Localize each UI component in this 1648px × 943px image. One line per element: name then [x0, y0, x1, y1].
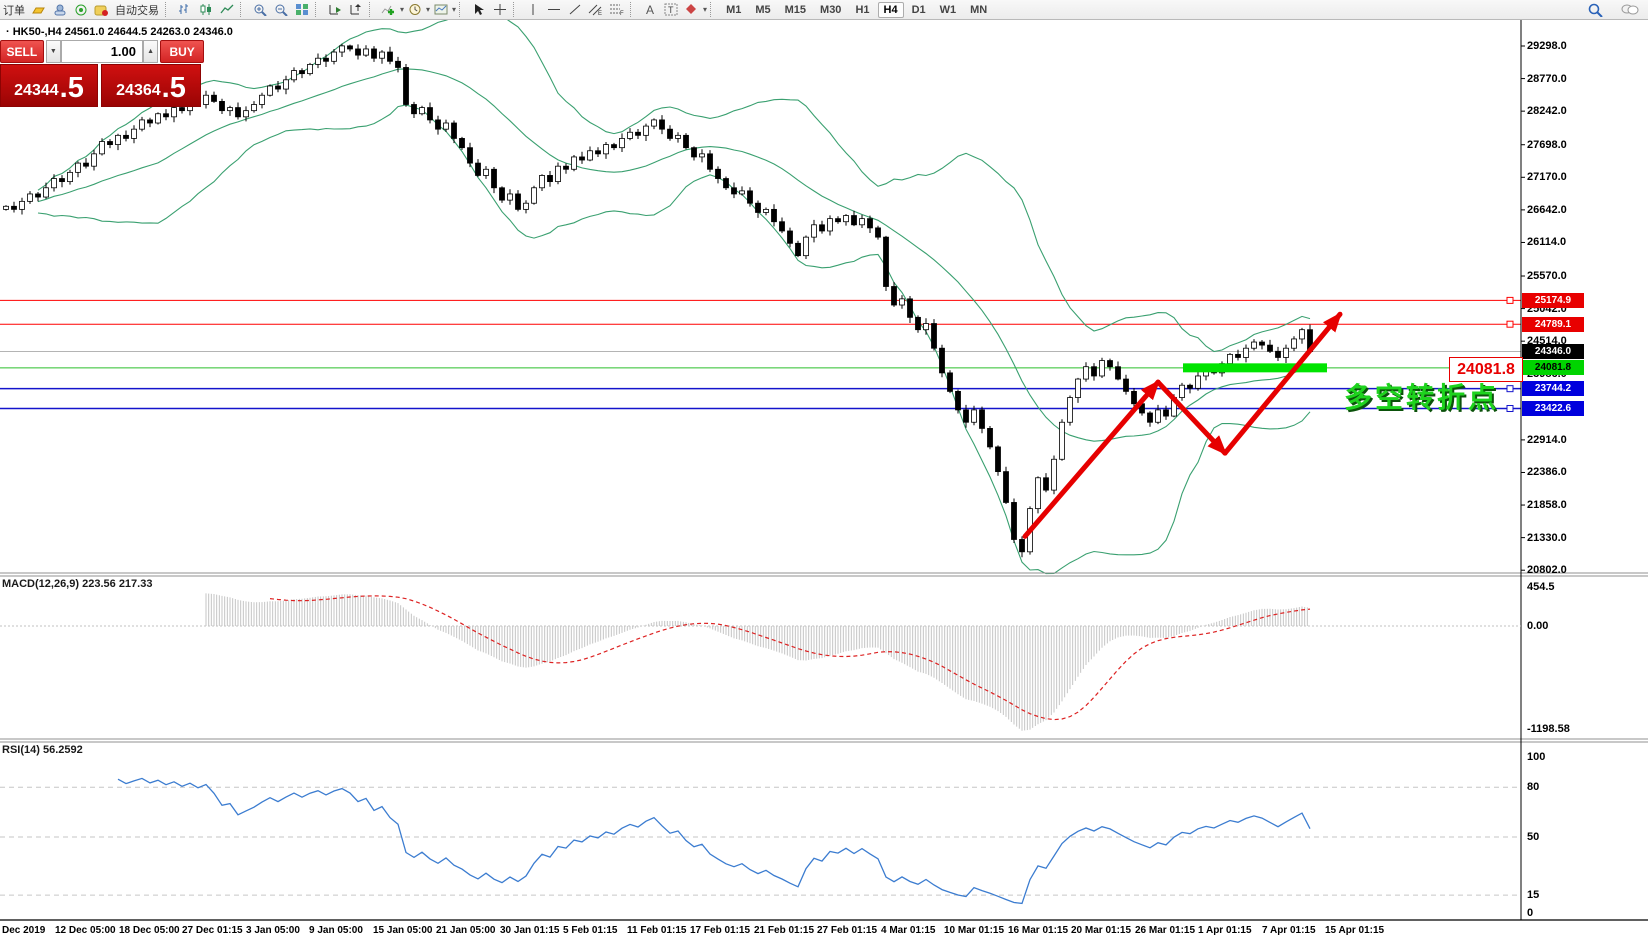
buy-button[interactable]: BUY — [160, 40, 205, 63]
turning-point-note[interactable]: 多空转折点 — [1344, 382, 1500, 413]
timeframe-button-W1[interactable]: W1 — [939, 3, 957, 16]
timeframe-button-M15[interactable]: M15 — [784, 3, 807, 16]
chat-icon[interactable] — [1620, 2, 1639, 18]
new-order-button[interactable]: 订单 — [3, 4, 25, 17]
ask-pips-digits: .5 — [161, 72, 186, 104]
svg-text:T: T — [668, 5, 674, 15]
arrows-tool-caret[interactable]: ▾ — [703, 5, 708, 14]
toolbar-separator — [710, 2, 716, 17]
timeframe-button-M30[interactable]: M30 — [820, 3, 842, 16]
timeframe-button-M1[interactable]: M1 — [726, 3, 742, 16]
template-icon[interactable] — [431, 2, 450, 18]
volume-increase-button[interactable]: ▲ — [143, 40, 159, 63]
crosshair-icon[interactable] — [490, 2, 509, 18]
add-indicator-icon[interactable] — [379, 2, 398, 18]
bar-chart-icon[interactable] — [175, 2, 194, 18]
price-tag-24081[interactable]: 24081.8 — [1449, 357, 1523, 382]
sell-button[interactable]: SELL — [0, 40, 44, 63]
trendline-tool-icon[interactable] — [565, 2, 584, 18]
timeframe-button-MN[interactable]: MN — [970, 3, 988, 16]
one-click-trade-panel: SELL ▼ 1.00 ▲ BUY 24344 .5 24364 .5 — [0, 40, 205, 107]
macd-label: MACD(12,26,9) 223.56 217.33 — [2, 578, 153, 590]
autotrade-icon[interactable] — [92, 2, 111, 18]
title-text: HK50-,H4 24561.0 24644.5 24263.0 24346.0 — [12, 26, 233, 38]
autotrade-button[interactable]: 自动交易 — [115, 4, 159, 17]
macd-signal-value: 217.33 — [118, 578, 153, 590]
rsi-value: 56.2592 — [42, 744, 83, 756]
toolbar-separator — [369, 2, 375, 17]
toolbar: 订单 自动交易 ▾ ▾ ▾ E F A T ▾ — [0, 0, 1648, 20]
toolbar-separator — [459, 2, 465, 17]
toolbar-separator — [513, 2, 519, 17]
toolbar-separator — [630, 2, 636, 17]
vertical-line-tool-icon[interactable] — [523, 2, 542, 18]
timeframe-button-M5[interactable]: M5 — [755, 3, 771, 16]
template-caret[interactable]: ▾ — [452, 5, 457, 14]
timeframe-button-D1[interactable]: D1 — [911, 3, 926, 16]
toolbar-separator — [315, 2, 321, 17]
bid-main-digits: 24344 — [14, 82, 59, 99]
zoom-in-icon[interactable] — [250, 2, 269, 18]
add-indicator-caret[interactable]: ▾ — [400, 5, 405, 14]
svg-text:A: A — [646, 3, 654, 16]
cursor-icon[interactable] — [469, 2, 488, 18]
rsi-label: RSI(14) 56.2592 — [2, 744, 83, 756]
volume-decrease-button[interactable]: ▼ — [45, 40, 62, 63]
svg-text:F: F — [620, 11, 624, 16]
svg-text:E: E — [598, 11, 602, 16]
chart-title: · HK50-,H4 24561.0 24644.5 24263.0 24346… — [6, 26, 233, 38]
search-icon[interactable] — [1586, 2, 1605, 18]
text-tool-icon[interactable]: A — [640, 2, 659, 18]
gold-bar-icon[interactable] — [29, 2, 48, 18]
chart-shift-icon[interactable] — [346, 2, 365, 18]
horizontal-line-tool-icon[interactable] — [544, 2, 563, 18]
timeframe-button-H4[interactable]: H4 — [877, 1, 904, 18]
channel-tool-icon[interactable]: E — [586, 2, 605, 18]
volume-input[interactable]: 1.00 — [61, 40, 143, 63]
tile-windows-icon[interactable] — [292, 2, 311, 18]
line-chart-icon[interactable] — [217, 2, 236, 18]
terminal-icon[interactable] — [50, 2, 69, 18]
toolbar-separator — [240, 2, 246, 17]
signal-icon[interactable] — [71, 2, 90, 18]
text-label-tool-icon[interactable]: T — [661, 2, 680, 18]
timeframe-button-H1[interactable]: H1 — [855, 3, 870, 16]
period-caret[interactable]: ▾ — [426, 5, 431, 14]
timeframe-bar: M1 M5 M15 M30 H1 H4 D1 W1 MN — [719, 1, 994, 18]
fibonacci-tool-icon[interactable]: F — [607, 2, 626, 18]
ask-main-digits: 24364 — [116, 82, 161, 99]
auto-scroll-icon[interactable] — [325, 2, 344, 18]
bid-price[interactable]: 24344 .5 — [0, 64, 99, 107]
arrows-tool-icon[interactable] — [682, 2, 701, 18]
candlestick-icon[interactable] — [196, 2, 215, 18]
period-clock-icon[interactable] — [405, 2, 424, 18]
macd-main-value: 223.56 — [82, 578, 116, 590]
toolbar-separator — [165, 2, 171, 17]
bid-pips-digits: .5 — [59, 72, 84, 104]
title-bullet: · — [6, 26, 10, 38]
zoom-out-icon[interactable] — [271, 2, 290, 18]
ask-price[interactable]: 24364 .5 — [101, 64, 201, 107]
